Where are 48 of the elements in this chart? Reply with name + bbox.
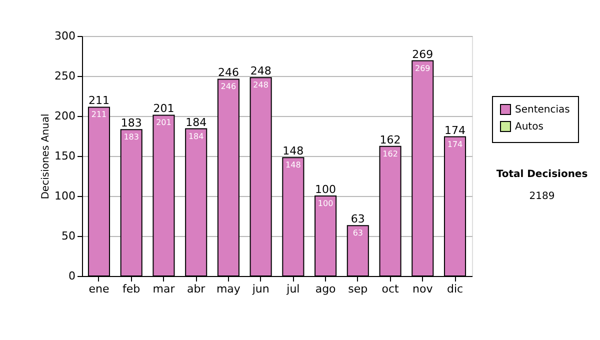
x-tick-label: oct — [382, 282, 400, 296]
data-label: 162 — [382, 149, 398, 158]
data-label: 174 — [447, 140, 463, 149]
legend-label: Autos — [515, 122, 544, 132]
total-label: 269 — [412, 48, 434, 61]
total-label: 211 — [88, 94, 110, 108]
y-tick-label: 0 — [68, 270, 76, 282]
y-tick-label: 250 — [54, 70, 76, 82]
total-label: 248 — [250, 64, 272, 78]
y-tick-label: 300 — [54, 30, 76, 42]
data-label: 246 — [220, 82, 236, 92]
x-tick-label: nov — [412, 282, 434, 296]
legend-label: Sentencias — [515, 104, 570, 116]
total-label: 148 — [282, 144, 304, 158]
x-tick-label: feb — [122, 282, 140, 296]
data-label: 211 — [91, 110, 107, 120]
x-tick-label: may — [216, 282, 241, 296]
total-label: 183 — [120, 116, 142, 130]
y-axis-title: Decisiones Anual — [40, 114, 52, 200]
total-label: 162 — [380, 133, 401, 146]
data-label: 100 — [318, 199, 334, 208]
x-tick-label: ene — [88, 282, 110, 296]
total-label: 184 — [186, 116, 207, 129]
data-label: 201 — [156, 118, 172, 128]
data-label: 269 — [415, 64, 430, 73]
data-label: 148 — [286, 160, 301, 170]
x-tick-label: sep — [348, 282, 368, 296]
data-label: 248 — [253, 80, 268, 90]
x-tick-label: ago — [315, 282, 336, 296]
data-label: 184 — [188, 132, 204, 141]
x-tick-label: jul — [286, 282, 300, 296]
data-label: 63 — [352, 228, 364, 238]
x-tick-label: jun — [251, 282, 270, 296]
text: Total Decisiones — [496, 169, 588, 180]
data-label: 183 — [124, 132, 139, 142]
y-tick-label: 100 — [54, 190, 76, 202]
y-tick-label: 50 — [62, 230, 76, 242]
x-tick-label: mar — [152, 282, 176, 296]
text: 2189 — [529, 191, 555, 202]
total-label: 174 — [444, 124, 466, 137]
total-label: 246 — [218, 66, 239, 80]
total-label: 63 — [350, 212, 365, 226]
x-tick-label: abr — [186, 282, 206, 296]
y-tick-label: 200 — [54, 110, 76, 122]
y-tick-label: 150 — [54, 150, 76, 162]
x-tick-label: dic — [446, 282, 464, 296]
total-label: 201 — [153, 102, 174, 116]
total-label: 100 — [315, 183, 336, 196]
